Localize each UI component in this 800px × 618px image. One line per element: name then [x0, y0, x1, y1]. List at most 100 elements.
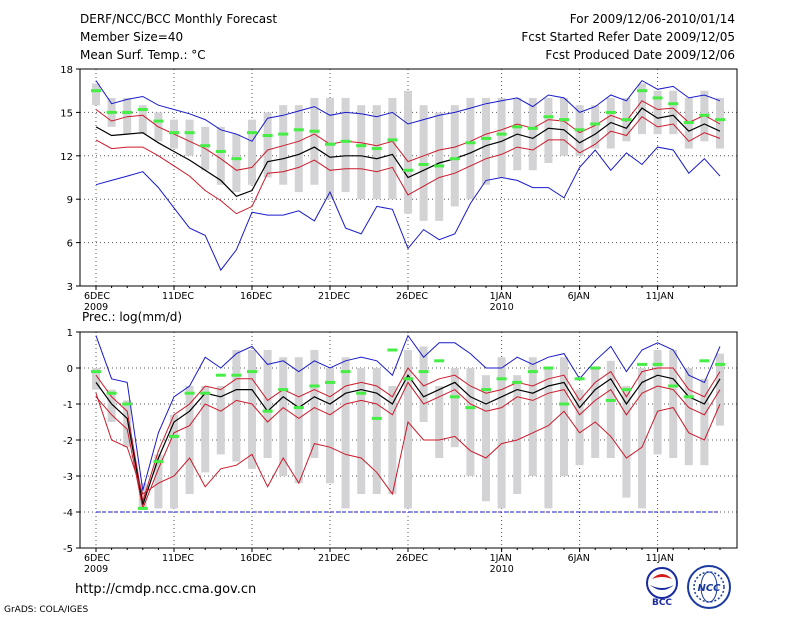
observation-marker — [153, 460, 164, 464]
ensemble-box — [248, 350, 256, 469]
ensemble-box — [575, 389, 584, 466]
ensemble-box — [388, 97, 397, 200]
ensemble-box — [653, 90, 662, 135]
ensemble-box — [138, 483, 147, 509]
y-tick-label: 1 — [67, 328, 73, 339]
observation-marker — [621, 388, 632, 392]
observation-marker — [293, 128, 304, 132]
ensemble-box — [544, 97, 553, 164]
ensemble-box — [528, 357, 537, 476]
observation-marker — [231, 373, 242, 377]
observation-marker — [387, 348, 398, 352]
x-tick-label: 1JAN — [490, 553, 512, 564]
ensemble-box — [341, 97, 350, 192]
website-url[interactable]: http://cmdp.ncc.cma.gov.cn — [75, 582, 257, 597]
ensemble-box — [606, 97, 615, 149]
y-tick-label: -3 — [63, 472, 73, 483]
ensemble-box — [279, 357, 288, 476]
observation-marker — [184, 131, 195, 135]
observation-marker — [309, 384, 320, 388]
forecast-started-date: Fcst Started Refer Date 2009/12/05 — [521, 30, 735, 44]
observation-marker — [106, 391, 117, 395]
ensemble-box — [513, 375, 522, 494]
observation-marker — [340, 370, 351, 374]
ensemble-box — [310, 97, 319, 185]
ncc-logo: NCC — [687, 565, 731, 609]
x-tick-label: 11DEC — [162, 291, 194, 302]
observation-marker — [481, 388, 491, 392]
observation-marker — [559, 402, 569, 406]
y-tick-label: -4 — [63, 508, 73, 519]
ensemble-box — [622, 386, 631, 498]
bcc-logo-text: BCC — [652, 598, 672, 608]
x-tick-label: 1JAN — [490, 291, 512, 302]
observation-marker — [122, 402, 133, 406]
observation-marker — [215, 149, 226, 153]
ensemble-box — [232, 134, 241, 192]
ensemble-box — [497, 357, 506, 509]
ensemble-box — [185, 386, 194, 494]
ensemble-box — [341, 357, 350, 509]
ensemble-box — [216, 126, 225, 185]
ensemble-box — [248, 119, 256, 185]
ensemble-box — [450, 105, 459, 207]
ensemble-box — [435, 386, 444, 458]
observation-marker — [231, 157, 242, 161]
observation-marker — [449, 395, 460, 399]
ensemble-box — [107, 389, 116, 422]
ensemble-box — [450, 368, 459, 448]
chart-title: DERF/NCC/BCC Monthly Forecast — [80, 12, 278, 26]
observation-marker — [371, 147, 382, 151]
ensemble-box — [294, 105, 303, 192]
x-tick-year-label: 2009 — [84, 564, 108, 575]
ensemble-box — [638, 368, 646, 509]
observation-marker — [496, 132, 507, 136]
ensemble-box — [482, 97, 490, 185]
observation-marker — [465, 406, 476, 410]
observation-marker — [356, 144, 367, 148]
x-tick-label: 6JAN — [568, 291, 590, 302]
series-p75-line — [95, 100, 721, 171]
ensemble-box — [669, 90, 678, 135]
ensemble-box — [716, 97, 724, 149]
series-p25-line — [95, 116, 721, 215]
observation-marker — [543, 115, 554, 119]
y-tick-label: 18 — [60, 65, 73, 76]
observation-marker — [91, 370, 101, 374]
observation-marker — [106, 110, 117, 114]
observation-marker — [122, 110, 133, 114]
observation-marker — [496, 377, 507, 381]
y-tick-label: 15 — [60, 108, 73, 119]
x-tick-year-label: 2009 — [84, 302, 108, 313]
ensemble-box — [700, 378, 709, 466]
observation-marker — [652, 96, 663, 100]
observation-marker — [169, 131, 179, 135]
ensemble-box — [560, 97, 568, 156]
observation-marker — [137, 108, 148, 112]
observation-marker — [574, 377, 585, 381]
ensemble-box — [591, 105, 600, 149]
ensemble-box — [310, 350, 319, 458]
observation-marker — [574, 128, 585, 132]
observation-marker — [340, 139, 351, 143]
x-tick-label: 6JAN — [568, 553, 590, 564]
observation-marker — [668, 384, 679, 388]
x-tick-label: 26DEC — [396, 291, 428, 302]
observation-marker — [699, 113, 710, 117]
ensemble-box — [154, 454, 163, 509]
observation-marker — [683, 121, 694, 125]
ensemble-box — [357, 105, 366, 200]
observation-marker — [278, 132, 289, 136]
observation-marker — [325, 142, 335, 146]
observation-marker — [215, 373, 226, 377]
ensemble-box — [201, 386, 210, 473]
y-tick-label: 12 — [60, 152, 73, 163]
observation-marker — [169, 434, 179, 438]
series-max-line — [95, 334, 721, 491]
ensemble-box — [466, 368, 475, 476]
plot-frame — [79, 68, 738, 287]
observation-marker — [262, 134, 273, 138]
